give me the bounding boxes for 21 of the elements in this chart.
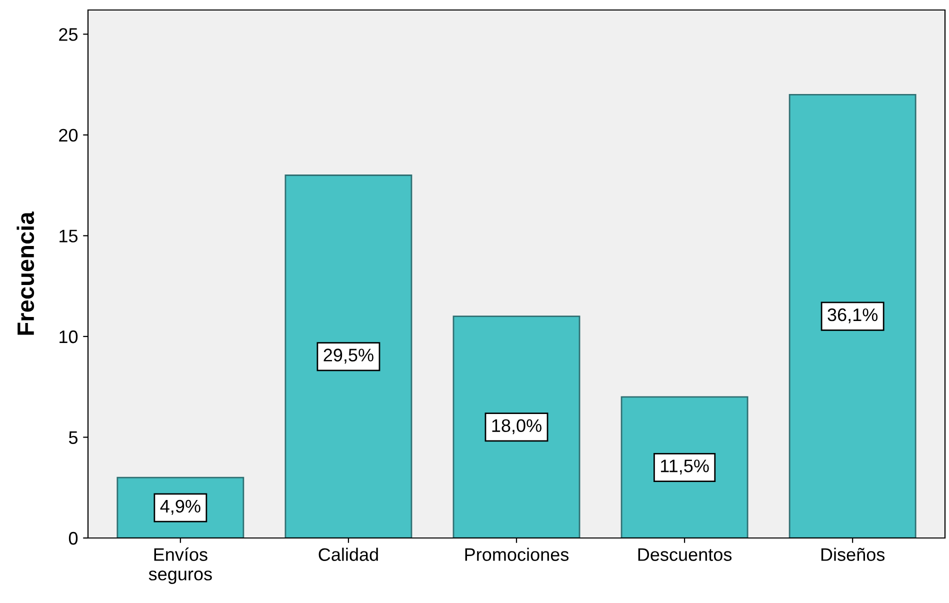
x-tick-label: Envíos seguros <box>148 548 212 584</box>
bar <box>620 396 748 538</box>
x-tick-label: Promociones <box>465 548 569 561</box>
x-tick-label: Calidad <box>318 548 378 561</box>
annotation: 36,1% <box>828 308 878 324</box>
annotation: 4,9% <box>160 500 200 515</box>
bar <box>452 316 580 538</box>
y-tick-label: 20 <box>59 128 78 142</box>
x-tick-label: Descuentos <box>638 548 732 561</box>
annotation: 29,5% <box>324 348 374 364</box>
y-tick-label: 10 <box>60 330 78 344</box>
annotation: 11,5% <box>660 460 709 474</box>
y-axis-title: Frecuencia <box>16 212 34 335</box>
x-tick-label: Diseños <box>821 548 885 561</box>
y-tick-label: 0 <box>68 532 78 545</box>
y-tick-label: 5 <box>68 431 78 444</box>
y-tick-label: 25 <box>59 28 78 41</box>
annotation: 18,0% <box>492 419 542 434</box>
bar <box>788 94 916 538</box>
bar <box>284 174 412 538</box>
y-tick-label: 15 <box>60 230 78 242</box>
